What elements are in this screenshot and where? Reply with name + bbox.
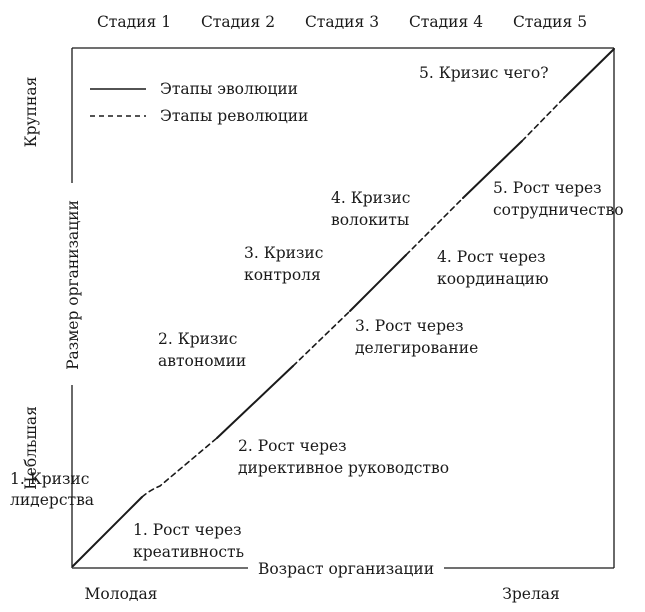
crisis-2-line2: автономии xyxy=(158,352,246,370)
stage-5-label: Стадия 5 xyxy=(513,13,587,31)
stage-2-label: Стадия 2 xyxy=(201,13,275,31)
crisis-4-line1: 4. Кризис xyxy=(331,189,410,207)
y-axis-bottom-label: Небльшая xyxy=(22,406,40,490)
stage-1-label: Стадия 1 xyxy=(97,13,171,31)
evolution-segment-4 xyxy=(462,140,523,199)
evolution-segment-1 xyxy=(72,496,143,567)
stage-3-label: Стадия 3 xyxy=(305,13,379,31)
stage-4-label: Стадия 4 xyxy=(409,13,483,31)
x-axis-right-label: Зрелая xyxy=(502,585,560,603)
evolution-segment-3 xyxy=(349,254,407,312)
crisis-1-line2: лидерства xyxy=(10,491,94,509)
legend: Этапы эволюции Этапы революции xyxy=(90,80,308,125)
x-axis-title: Возраст организации xyxy=(258,560,434,578)
legend-evolution-label: Этапы эволюции xyxy=(160,80,298,98)
growth-curve xyxy=(72,48,615,567)
revolution-segment-1 xyxy=(141,437,218,498)
growth-1-line1: 1. Рост через xyxy=(133,521,242,539)
growth-2-line1: 2. Рост через xyxy=(238,437,347,455)
x-axis-left-label: Молодая xyxy=(85,585,158,603)
crisis-labels: 1. Кризис лидерства 2. Кризис автономии … xyxy=(10,64,549,509)
stage-headers: Стадия 1 Стадия 2 Стадия 3 Стадия 4 Стад… xyxy=(97,13,587,31)
y-axis-title: Размер организации xyxy=(64,200,82,370)
evolution-segment-2 xyxy=(216,365,294,439)
crisis-3-line1: 3. Кризис xyxy=(244,244,323,262)
growth-1-line2: креативность xyxy=(133,543,244,561)
revolution-segment-4 xyxy=(521,97,565,142)
growth-3-line1: 3. Рост через xyxy=(355,317,464,335)
crisis-5-line1: 5. Кризис чего? xyxy=(419,64,549,82)
growth-4-line1: 4. Рост через xyxy=(437,248,546,266)
growth-2-line2: директивное руководство xyxy=(238,459,449,477)
y-axis-top-label: Крупная xyxy=(22,77,40,148)
evolution-segment-5 xyxy=(563,48,615,99)
crisis-1-line1: 1. Кризис xyxy=(10,470,89,488)
revolution-segment-2 xyxy=(292,310,351,367)
growth-5-line2: сотрудничество xyxy=(493,201,624,219)
growth-4-line2: координацию xyxy=(437,270,549,288)
crisis-4-line2: волокиты xyxy=(331,211,409,229)
growth-labels: 1. Рост через креативность 2. Рост через… xyxy=(133,179,624,561)
growth-5-line1: 5. Рост через xyxy=(493,179,602,197)
legend-revolution-label: Этапы революции xyxy=(160,107,308,125)
plot-frame xyxy=(71,47,615,569)
growth-3-line2: делегирование xyxy=(355,339,478,357)
revolution-segment-3 xyxy=(405,197,464,256)
crisis-3-line2: контроля xyxy=(244,266,321,284)
crisis-2-line1: 2. Кризис xyxy=(158,330,237,348)
